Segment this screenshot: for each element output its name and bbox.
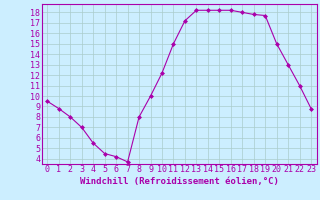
X-axis label: Windchill (Refroidissement éolien,°C): Windchill (Refroidissement éolien,°C) [80,177,279,186]
